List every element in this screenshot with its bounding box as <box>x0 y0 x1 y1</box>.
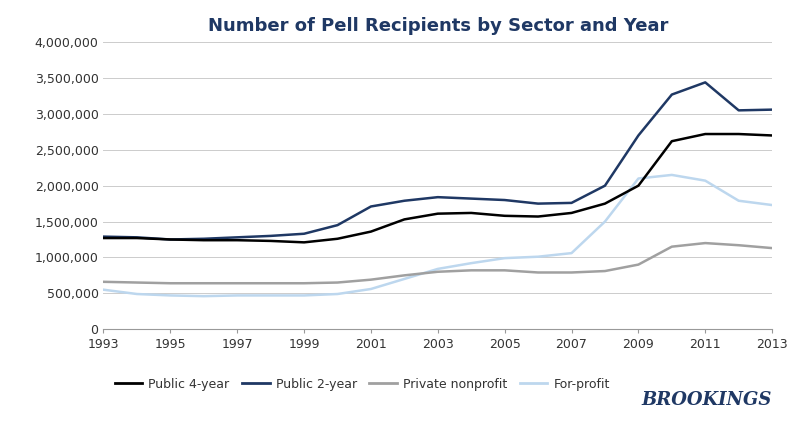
Title: Number of Pell Recipients by Sector and Year: Number of Pell Recipients by Sector and … <box>208 17 668 35</box>
Legend: Public 4-year, Public 2-year, Private nonprofit, For-profit: Public 4-year, Public 2-year, Private no… <box>110 373 615 396</box>
Text: BROOKINGS: BROOKINGS <box>642 391 772 409</box>
